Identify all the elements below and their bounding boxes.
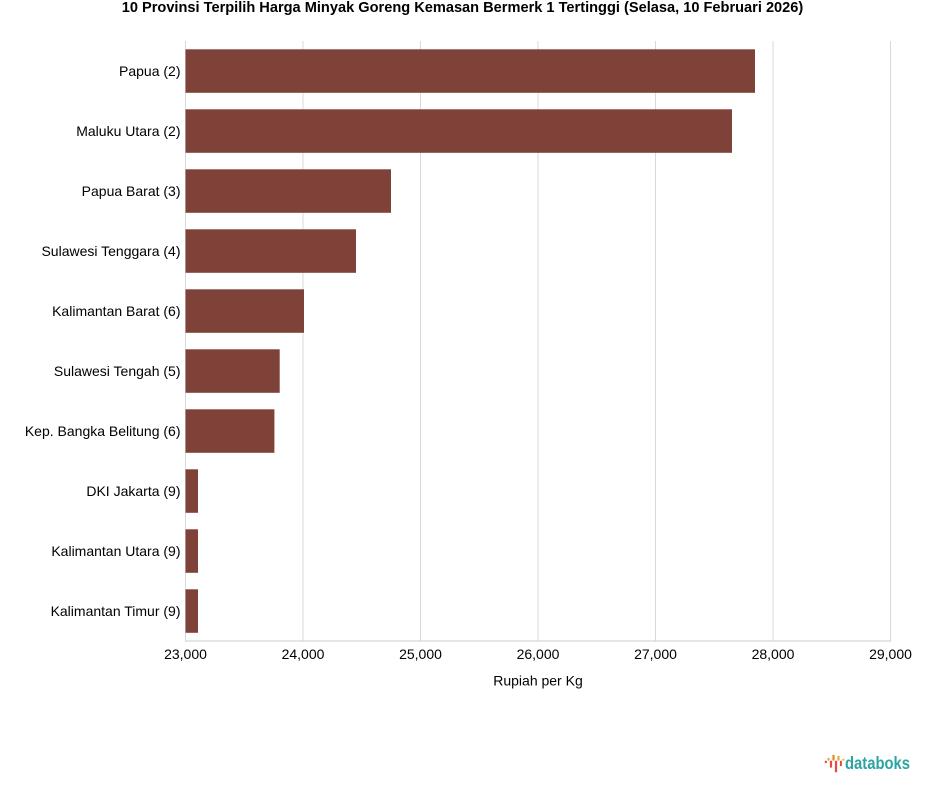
svg-text:26,000: 26,000 bbox=[517, 646, 560, 662]
svg-text:23,000: 23,000 bbox=[164, 646, 207, 662]
svg-text:Papua (2): Papua (2) bbox=[119, 63, 180, 79]
svg-text:DKI Jakarta (9): DKI Jakarta (9) bbox=[86, 483, 180, 499]
svg-text:25,000: 25,000 bbox=[399, 646, 442, 662]
svg-text:29,000: 29,000 bbox=[869, 646, 912, 662]
svg-text:Sulawesi Tenggara (4): Sulawesi Tenggara (4) bbox=[41, 243, 180, 259]
svg-text:28,000: 28,000 bbox=[752, 646, 795, 662]
svg-text:Kalimantan Timur (9): Kalimantan Timur (9) bbox=[51, 603, 181, 619]
svg-text:Kalimantan Utara (9): Kalimantan Utara (9) bbox=[51, 543, 180, 559]
svg-text:Sulawesi Tengah (5): Sulawesi Tengah (5) bbox=[54, 363, 181, 379]
svg-text:Rupiah per Kg: Rupiah per Kg bbox=[493, 673, 583, 689]
svg-text:Kalimantan Barat (6): Kalimantan Barat (6) bbox=[52, 303, 180, 319]
svg-text:Maluku Utara (2): Maluku Utara (2) bbox=[76, 123, 180, 139]
svg-text:27,000: 27,000 bbox=[634, 646, 677, 662]
svg-text:Kep. Bangka Belitung (6): Kep. Bangka Belitung (6) bbox=[25, 423, 181, 439]
svg-text:10 Provinsi Terpilih Harga Min: 10 Provinsi Terpilih Harga Minyak Goreng… bbox=[122, 0, 804, 16]
svg-text:Papua Barat (3): Papua Barat (3) bbox=[82, 183, 181, 199]
svg-text:databoks: databoks bbox=[845, 755, 910, 773]
svg-text:24,000: 24,000 bbox=[282, 646, 325, 662]
